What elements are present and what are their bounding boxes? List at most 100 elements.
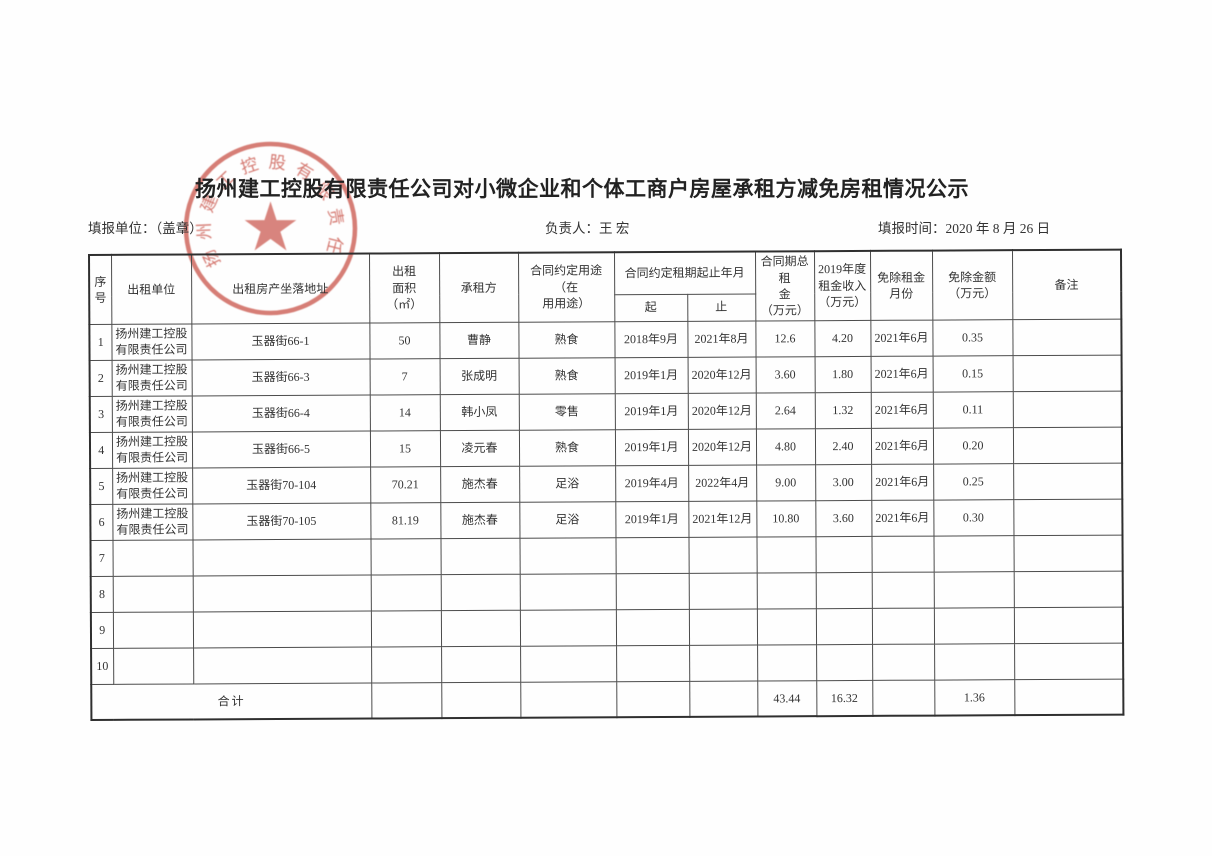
cell-remark <box>1014 642 1124 680</box>
cell-end: 2022年4月 <box>688 464 757 501</box>
cell-lessor: 扬州建工控股有限责任公司 <box>112 503 193 540</box>
cell-seq: 7 <box>90 539 113 576</box>
table-row: 5 扬州建工控股有限责任公司 玉器街70-104 70.21 施杰春 足浴 2019年4月 2… <box>90 462 1123 504</box>
cell-start: 2019年4月 <box>615 464 689 502</box>
header-usage: 合同约定用途（在 用用途） <box>517 252 615 322</box>
rent-reduction-table: 序 号 出租单位 出租房产坐落地址 出租 面积 （㎡） 承租方 合同约定用途（在… <box>88 248 1125 721</box>
cell-start: 2019年1月 <box>614 428 689 466</box>
cell-total <box>756 536 816 573</box>
header-total-rent: 合同期总租 金 （万元） <box>755 251 815 321</box>
cell-month: 2021年6月 <box>870 391 933 428</box>
cell-income: 1.32 <box>814 391 871 429</box>
total-end <box>689 680 758 717</box>
cell-amount: 0.20 <box>932 427 1014 464</box>
cell-lessee: 凌元春 <box>439 429 520 467</box>
cell-seq: 9 <box>90 611 114 648</box>
cell-total: 3.60 <box>755 356 815 393</box>
cell-amount <box>934 643 1015 680</box>
cell-start: 2019年1月 <box>614 356 688 394</box>
total-income-sum: 16.32 <box>816 679 873 717</box>
table-row: 4 扬州建工控股有限责任公司 玉器街66-5 15 凌元春 熟食 2019年1月 2020年1… <box>89 426 1123 468</box>
cell-lessee: 施杰春 <box>440 465 520 503</box>
cell-address <box>192 538 371 576</box>
cell-usage: 熟食 <box>518 429 616 466</box>
table-row: 1 扬州建工控股有限责任公司 玉器街66-1 50 曹静 熟食 2018年9月 2021年8月… <box>89 318 1122 360</box>
cell-area <box>370 538 441 575</box>
header-area: 出租 面积 （㎡） <box>369 253 440 323</box>
cell-seq: 4 <box>89 431 113 468</box>
cell-seq: 10 <box>91 647 114 684</box>
cell-start: 2019年1月 <box>615 500 689 538</box>
cell-end: 2020年12月 <box>687 392 756 429</box>
cell-usage <box>519 537 616 574</box>
cell-amount: 0.35 <box>932 319 1013 356</box>
header-term-start: 起 <box>614 293 688 322</box>
cell-total <box>756 572 816 609</box>
cell-total: 4.80 <box>755 428 816 465</box>
cell-remark <box>1013 534 1123 572</box>
cell-remark <box>1012 354 1122 392</box>
cell-lessor: 扬州建工控股有限责任公司 <box>111 395 192 432</box>
cell-start <box>616 644 690 682</box>
cell-area <box>370 574 441 611</box>
cell-month: 2021年6月 <box>871 463 934 500</box>
cell-lessee <box>440 573 520 611</box>
cell-seq: 1 <box>89 323 112 360</box>
cell-month <box>871 607 935 644</box>
table-row: 6 扬州建工控股有限责任公司 玉器街70-105 81.19 施杰春 足浴 2019年1月 2… <box>90 498 1123 540</box>
seal-star-icon <box>244 201 297 251</box>
header-address: 出租房产坐落地址 <box>191 253 370 324</box>
cell-seq: 5 <box>90 467 113 504</box>
cell-end <box>688 572 757 609</box>
cell-total: 10.80 <box>756 500 816 537</box>
cell-start <box>615 536 689 574</box>
cell-address: 玉器街66-5 <box>191 430 371 468</box>
table-row: 2 扬州建工控股有限责任公司 玉器街66-3 7 张成明 熟食 2019年1月 2020年12… <box>89 354 1122 396</box>
cell-total <box>757 644 817 681</box>
cell-income: 1.80 <box>814 355 871 393</box>
cell-lessor: 扬州建工控股有限责任公司 <box>111 359 192 396</box>
total-row: 合计 43.44 16.32 1.36 <box>91 678 1124 720</box>
total-remark <box>1014 678 1124 716</box>
total-rent-sum: 43.44 <box>757 680 817 717</box>
cell-month <box>872 643 935 680</box>
cell-total: 2.64 <box>755 392 815 429</box>
cell-usage <box>519 573 616 610</box>
cell-lessor <box>112 575 193 612</box>
header-lessor: 出租单位 <box>111 254 192 324</box>
cell-address <box>193 646 372 684</box>
cell-amount: 0.11 <box>932 391 1013 428</box>
header-remark: 备注 <box>1012 249 1122 320</box>
cell-address <box>192 610 372 648</box>
cell-total <box>756 608 817 645</box>
cell-income <box>815 571 872 609</box>
cell-remark <box>1012 318 1122 356</box>
cell-area: 14 <box>369 394 440 431</box>
total-month <box>872 679 935 716</box>
cell-income <box>816 643 873 681</box>
cell-remark <box>1013 570 1123 608</box>
total-usage <box>520 681 617 718</box>
cell-end <box>688 536 757 573</box>
cell-amount: 0.25 <box>933 463 1014 500</box>
cell-amount: 0.30 <box>933 499 1014 536</box>
total-amount-sum: 1.36 <box>934 679 1015 716</box>
cell-seq: 3 <box>89 395 112 432</box>
cell-start: 2019年1月 <box>614 392 688 430</box>
cell-income: 4.20 <box>814 319 871 357</box>
cell-amount <box>933 607 1015 644</box>
responsible-person-label: 负责人：王 宏 <box>545 221 630 236</box>
cell-end: 2020年12月 <box>687 428 757 465</box>
table-body: 1 扬州建工控股有限责任公司 玉器街66-1 50 曹静 熟食 2018年9月 2021年8月… <box>89 318 1124 684</box>
cell-remark <box>1012 390 1122 428</box>
cell-address: 玉器街66-4 <box>191 394 370 432</box>
header-seq: 序 号 <box>89 254 112 324</box>
cell-usage: 足浴 <box>519 501 616 538</box>
cell-seq: 6 <box>90 503 113 540</box>
svg-text:扬州建工控股有限责任公司: 扬州建工控股有限责任公司 <box>180 138 346 270</box>
cell-end <box>688 608 758 645</box>
cell-total: 12.6 <box>755 320 815 357</box>
cell-month: 2021年6月 <box>871 499 934 536</box>
cell-month <box>871 535 934 572</box>
cell-start <box>615 608 690 646</box>
